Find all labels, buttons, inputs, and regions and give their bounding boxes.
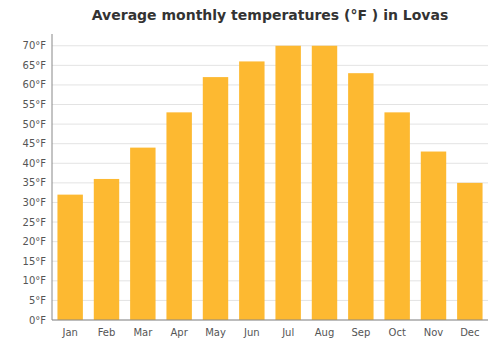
bar <box>312 46 337 320</box>
x-tick-label: Jul <box>281 327 294 338</box>
y-tick-label: 60°F <box>23 79 47 90</box>
bar <box>203 77 228 320</box>
bar <box>348 73 373 320</box>
y-tick-label: 15°F <box>23 256 47 267</box>
chart-container: Average monthly temperatures (°F ) in Lo… <box>0 0 500 350</box>
y-tick-label: 30°F <box>23 197 47 208</box>
bar <box>275 46 300 320</box>
x-tick-label: Sep <box>351 327 370 338</box>
grid-line <box>52 124 488 125</box>
y-tick-label: 10°F <box>23 275 47 286</box>
y-tick-label: 5°F <box>29 295 46 306</box>
x-tick-label: Dec <box>460 327 479 338</box>
bar <box>57 195 82 320</box>
y-tick-label: 65°F <box>23 60 47 71</box>
bar <box>421 152 446 320</box>
grid-line <box>52 143 488 144</box>
bars <box>57 46 482 320</box>
x-axis-line <box>52 320 488 321</box>
bar <box>130 148 155 320</box>
x-tick-label: Jun <box>243 327 260 338</box>
grid-line <box>52 320 488 321</box>
x-tick-label: Aug <box>315 327 335 338</box>
x-tick-label: Mar <box>133 327 153 338</box>
y-tick-label: 45°F <box>23 138 47 149</box>
grid-line <box>52 45 488 46</box>
bar <box>384 112 409 320</box>
x-tick-label: Jan <box>61 327 77 338</box>
x-tick-label: Feb <box>98 327 116 338</box>
chart: Average monthly temperatures (°F ) in Lo… <box>0 0 500 350</box>
grid-line <box>52 84 488 85</box>
y-tick-label: 25°F <box>23 217 47 228</box>
bar <box>166 112 191 320</box>
y-tick-label: 35°F <box>23 177 47 188</box>
y-tick-label: 55°F <box>23 99 47 110</box>
bar <box>239 61 264 320</box>
y-axis-line <box>52 34 53 320</box>
x-tick-label: Apr <box>171 327 189 338</box>
x-tick-label: May <box>205 327 226 338</box>
y-tick-label: 50°F <box>23 119 47 130</box>
y-tick-label: 0°F <box>29 315 46 326</box>
title: Average monthly temperatures (°F ) in Lo… <box>92 7 448 23</box>
y-tick-label: 20°F <box>23 236 47 247</box>
bar <box>94 179 119 320</box>
grid-line <box>52 65 488 66</box>
grid-line <box>52 104 488 105</box>
x-tick-label: Oct <box>389 327 406 338</box>
x-tick-label: Nov <box>424 327 444 338</box>
y-tick-label: 70°F <box>23 40 47 51</box>
y-tick-label: 40°F <box>23 158 47 169</box>
bar <box>457 183 482 320</box>
grid <box>52 46 488 320</box>
